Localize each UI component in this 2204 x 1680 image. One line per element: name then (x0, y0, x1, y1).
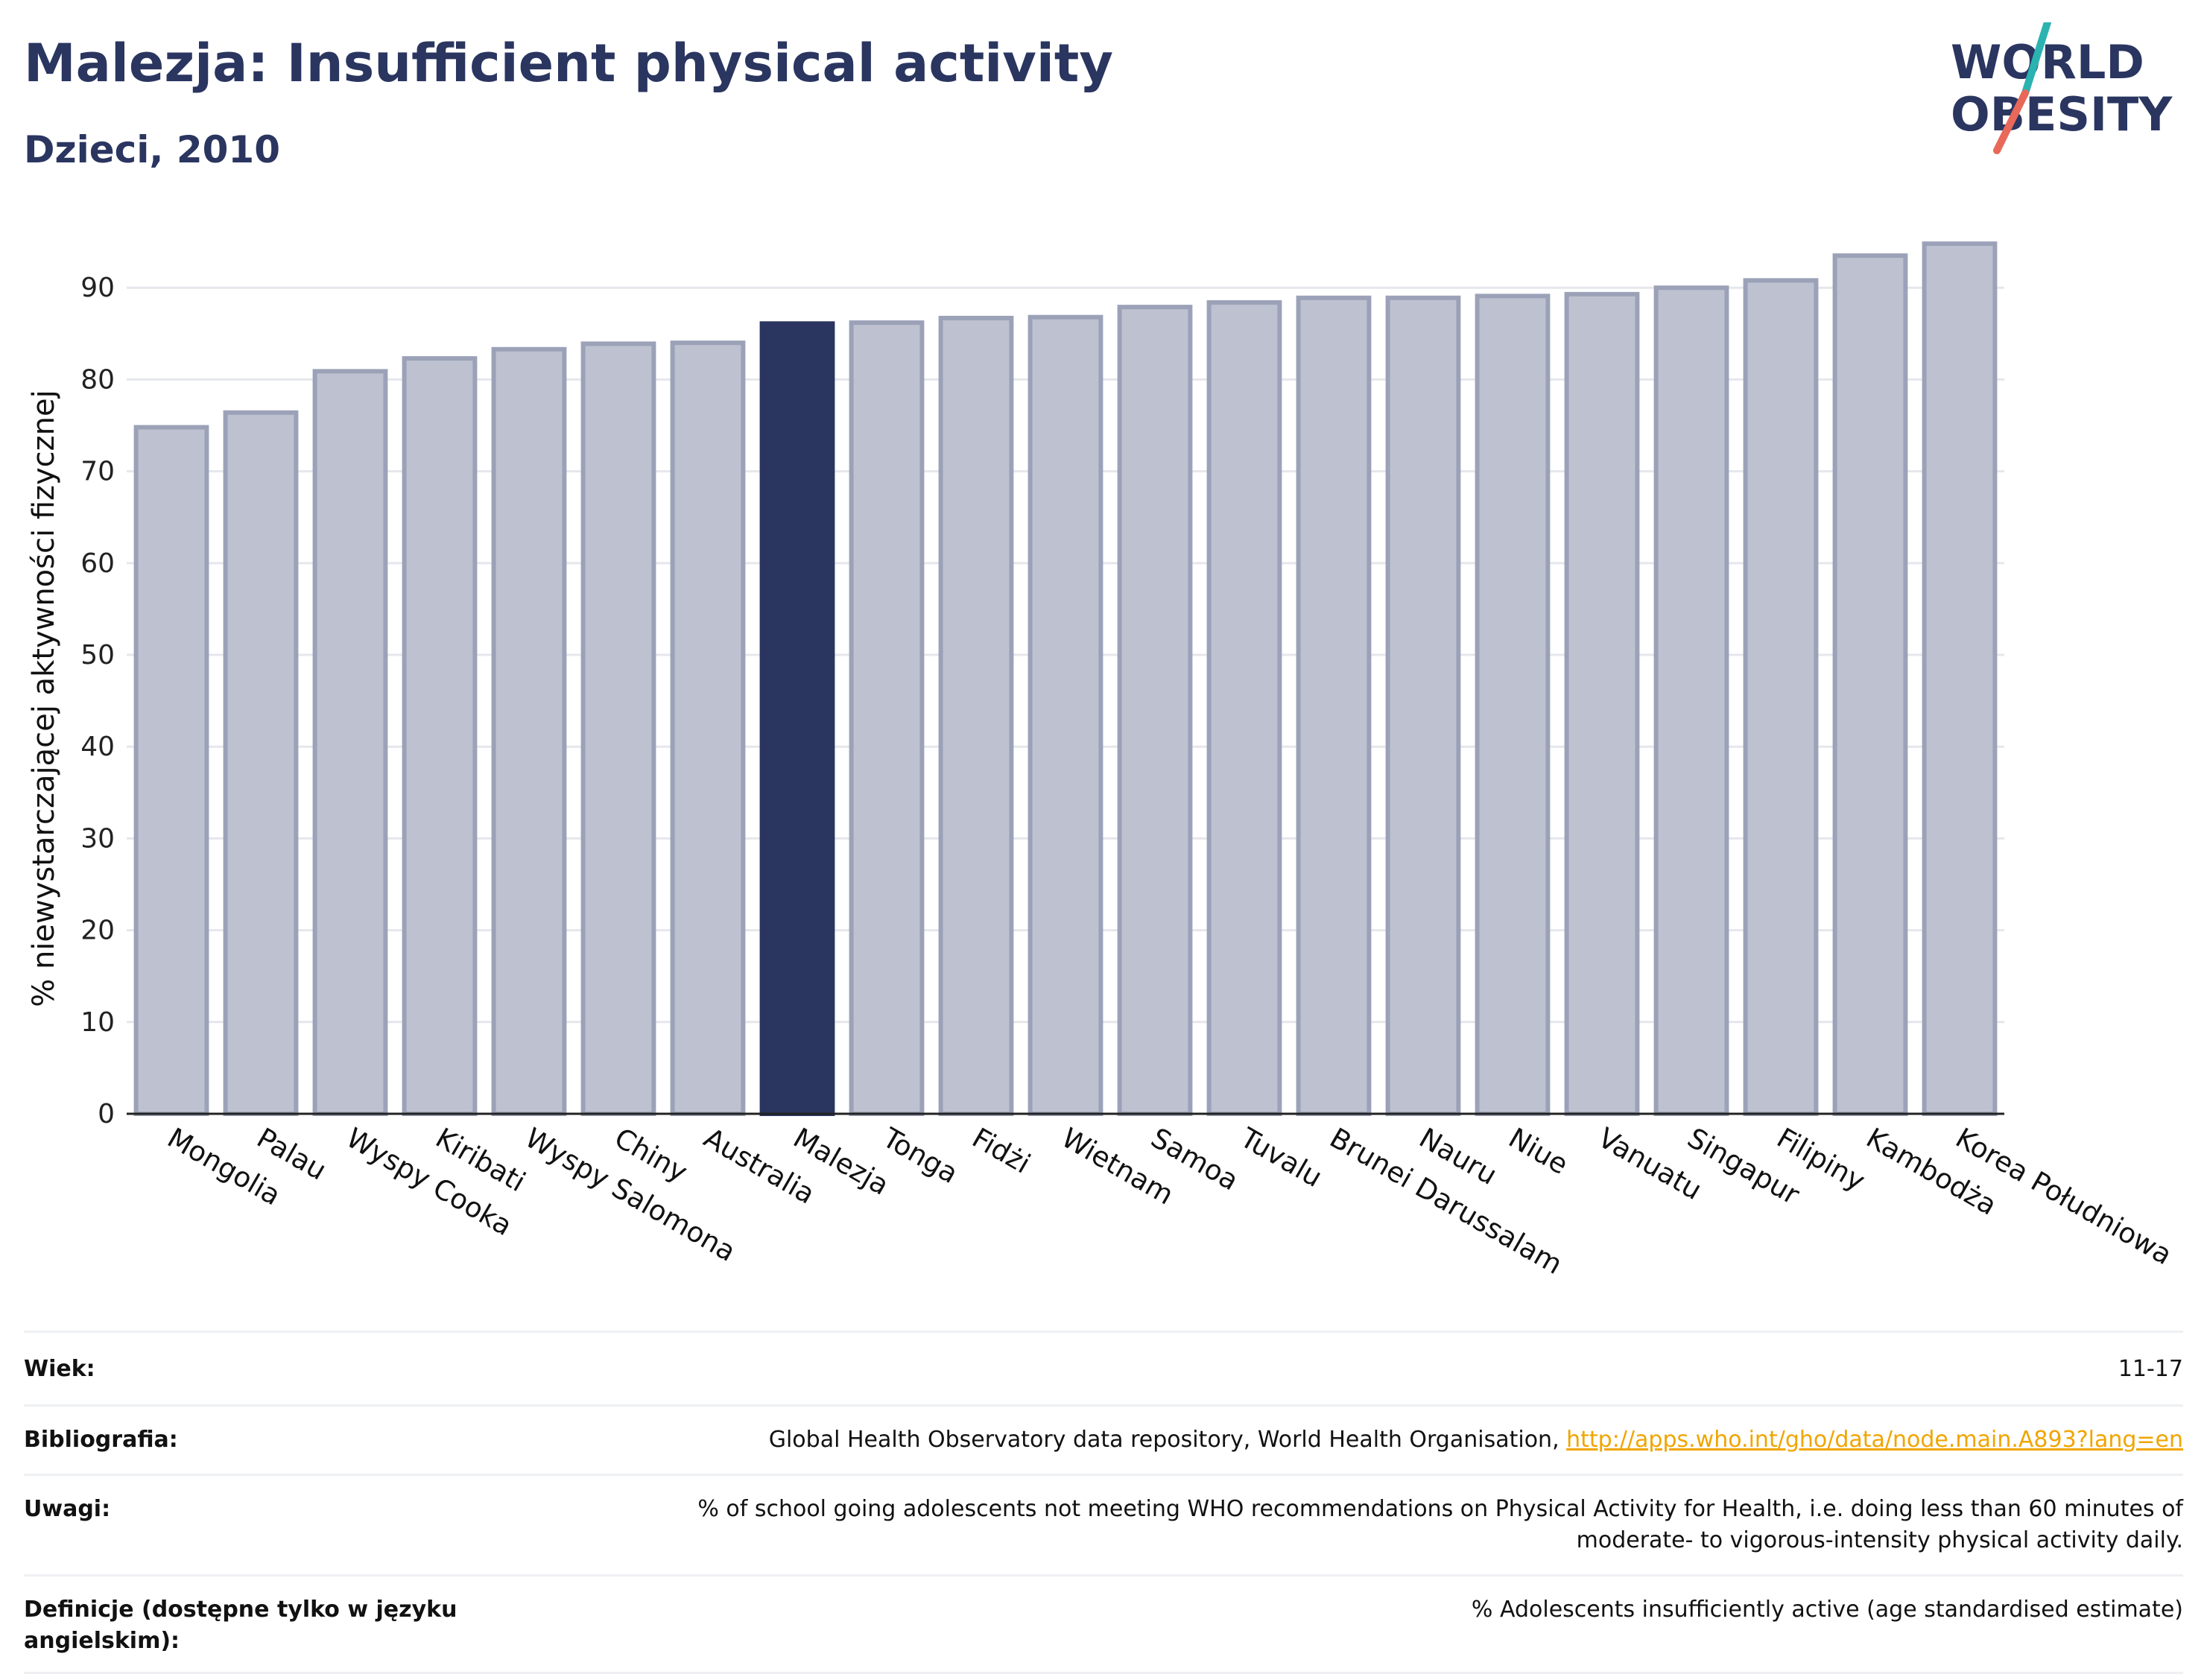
bar (1832, 253, 1908, 1117)
world-obesity-logo: WORLD OBESITY (1951, 22, 2173, 154)
y-tick-label: 70 (80, 457, 115, 487)
page-subtitle: Dzieci, 2010 (24, 128, 280, 171)
bar (670, 340, 746, 1116)
meta-label-bibliography: Bibliografia: (24, 1427, 178, 1453)
metadata-table: Wiek: 11-17 Bibliografia: Global Health … (24, 1331, 2183, 1674)
bar (938, 315, 1014, 1117)
page-title: Malezja: Insufficient physical activity (24, 33, 1114, 94)
bar (1206, 299, 1282, 1116)
bar-highlighted (759, 321, 835, 1117)
y-tick-label: 30 (80, 823, 115, 854)
meta-label-notes: Uwagi: (24, 1496, 111, 1522)
bar (1296, 295, 1372, 1116)
bar (1475, 294, 1551, 1117)
y-axis-label: % niewystarczającej aktywności fizycznej (27, 390, 61, 1007)
bar (849, 320, 925, 1117)
bar (1743, 278, 1819, 1116)
meta-value-age: 11-17 (2118, 1356, 2183, 1382)
bibliography-text: Global Health Observatory data repositor… (768, 1427, 1567, 1453)
bars (133, 241, 1998, 1117)
bar (1653, 285, 1729, 1117)
meta-value-notes: % of school going adolescents not meetin… (697, 1496, 2183, 1553)
bar (1117, 305, 1193, 1116)
x-tick-label: Fidżi (967, 1122, 1036, 1180)
bibliography-link[interactable]: http://apps.who.int/gho/data/node.main.A… (1566, 1427, 2183, 1453)
y-tick-label: 20 (80, 916, 115, 946)
bar (580, 341, 656, 1116)
meta-row-bibliography: Bibliografia: Global Health Observatory … (24, 1404, 2183, 1474)
meta-label-age: Wiek: (24, 1356, 95, 1382)
bar (223, 410, 299, 1116)
y-tick-label: 40 (80, 732, 115, 762)
logo-line1: WORLD (1951, 35, 2144, 89)
x-tick-label: Niue (1504, 1122, 1574, 1181)
y-tick-label: 0 (98, 1099, 115, 1129)
logo-slash-teal (2021, 22, 2051, 97)
meta-value-bibliography: Global Health Observatory data repositor… (501, 1424, 2183, 1456)
y-tick-labels: 0 10 20 30 40 50 60 70 80 90 (80, 273, 115, 1129)
y-tick-label: 90 (80, 273, 115, 303)
meta-row-notes: Uwagi: % of school going adolescents not… (24, 1474, 2183, 1574)
meta-label-definitions: Definicje (dostępne tylko w języku angie… (24, 1597, 457, 1654)
bar (1385, 295, 1461, 1116)
bar (1564, 291, 1640, 1116)
y-tick-label: 10 (80, 1007, 115, 1038)
y-tick-label: 60 (80, 548, 115, 579)
y-tick-label: 80 (80, 364, 115, 395)
y-tick-label: 50 (80, 640, 115, 671)
meta-value-definitions: % Adolescents insufficiently active (age… (1471, 1597, 2183, 1623)
meta-row-age: Wiek: 11-17 (24, 1331, 2183, 1404)
meta-row-definitions: Definicje (dostępne tylko w języku angie… (24, 1574, 2183, 1674)
bar (1922, 241, 1998, 1116)
bar (402, 356, 478, 1116)
bar (491, 346, 567, 1117)
bar (133, 425, 209, 1116)
logo-slash-red (1993, 89, 2029, 154)
bar (1027, 314, 1103, 1116)
x-tick-label: Tuvalu (1235, 1121, 1328, 1194)
bar (312, 369, 388, 1117)
logo-line2: OBESITY (1951, 87, 2173, 142)
